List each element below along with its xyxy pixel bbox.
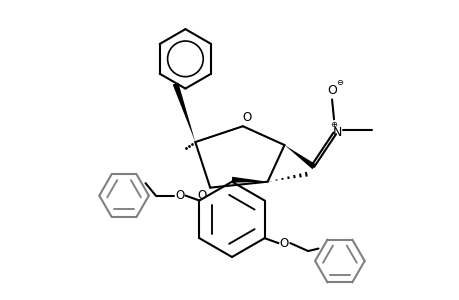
Text: O: O (174, 189, 184, 202)
Text: ⊖: ⊖ (336, 78, 343, 87)
Text: O: O (279, 237, 288, 250)
Text: O: O (326, 84, 336, 97)
Text: N: N (331, 126, 341, 139)
Text: O: O (242, 111, 251, 124)
Polygon shape (172, 83, 195, 142)
Text: O: O (197, 189, 207, 202)
Text: ⊕: ⊕ (330, 120, 337, 129)
Polygon shape (284, 145, 315, 169)
Polygon shape (231, 177, 267, 183)
